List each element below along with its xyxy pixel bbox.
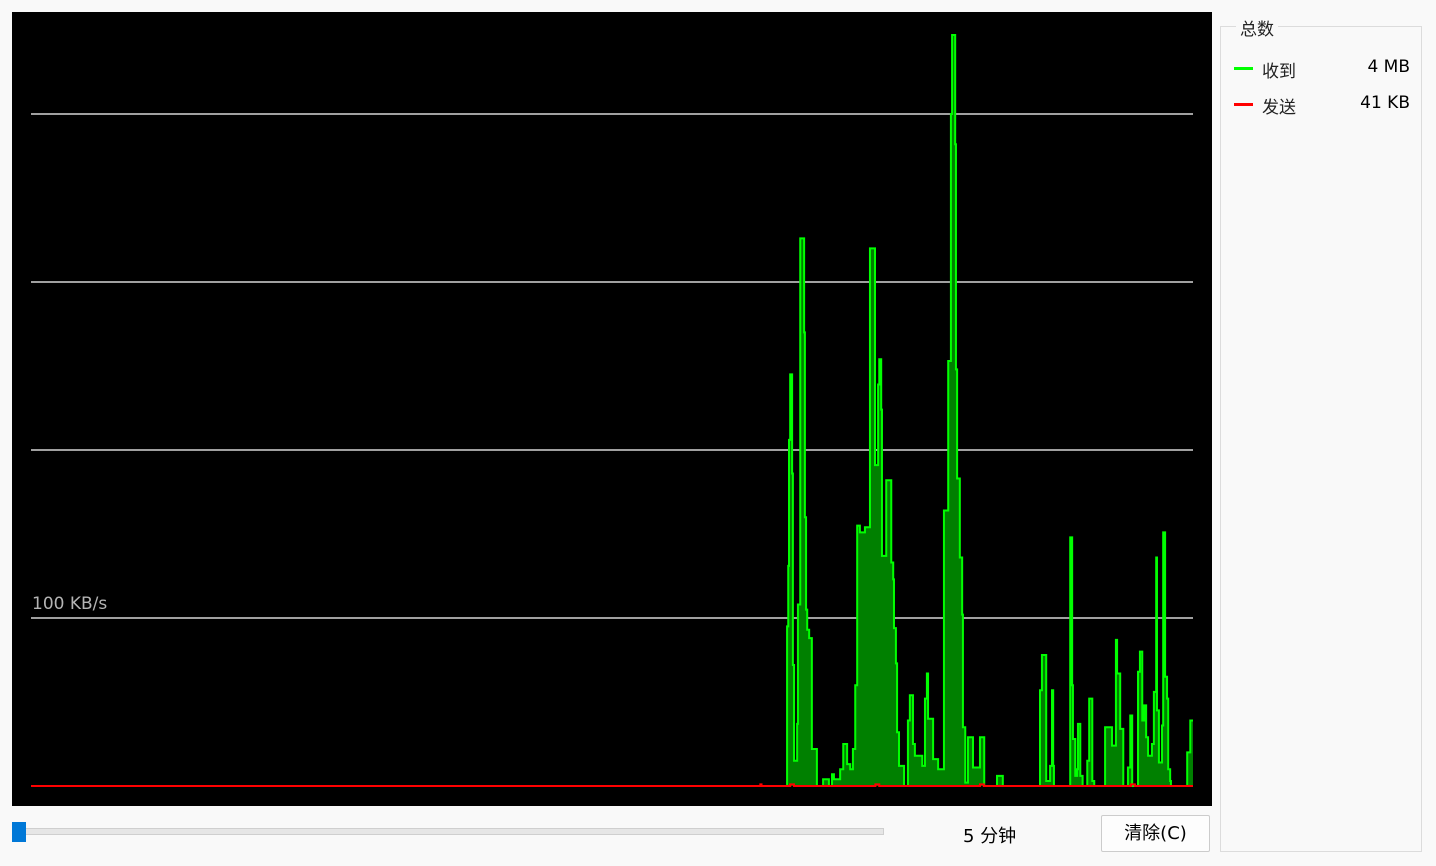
series-line-0: [31, 34, 1193, 787]
totals-title: 总数: [1236, 15, 1278, 40]
interval-slider-thumb[interactable]: [12, 822, 26, 842]
totals-row-received: 收到 4 MB: [1234, 57, 1410, 82]
sent-legend-swatch: [1234, 103, 1253, 106]
totals-row-sent: 发送 41 KB: [1234, 93, 1410, 118]
sent-label: 发送: [1262, 98, 1296, 118]
sent-value: 41 KB: [1360, 93, 1410, 113]
graph-background: [12, 12, 1212, 806]
clear-button[interactable]: 清除(C): [1101, 815, 1210, 852]
received-legend-swatch: [1234, 67, 1253, 70]
grid-label-100kbs: 100 KB/s: [32, 594, 108, 614]
received-value: 4 MB: [1367, 57, 1410, 77]
interval-label: 5 分钟: [963, 826, 1017, 847]
interval-slider[interactable]: [12, 828, 884, 835]
received-label: 收到: [1262, 62, 1296, 82]
totals-groupbox: [1220, 26, 1422, 852]
series-line-1: [31, 783, 1193, 787]
